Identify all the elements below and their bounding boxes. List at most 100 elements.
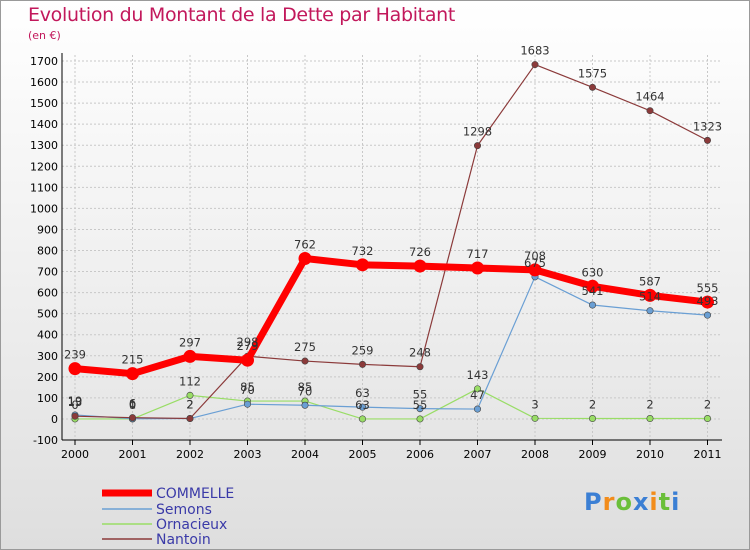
data-label-semons: 493 — [697, 294, 719, 308]
data-point-semons — [646, 307, 654, 315]
data-point-commelle — [183, 349, 197, 363]
data-point-nantoin — [301, 357, 309, 365]
data-label-commelle: 279 — [237, 339, 259, 353]
data-label-ornacieux: 2 — [704, 398, 711, 412]
data-point-commelle — [356, 258, 369, 272]
data-label-semons: 55 — [413, 388, 428, 402]
data-label-nantoin: 275 — [294, 340, 316, 354]
data-label-nantoin: 1298 — [463, 125, 492, 139]
data-label-semons: 19 — [68, 394, 83, 408]
data-point-ornacieux — [703, 415, 711, 423]
y-tick-label: 1300 — [30, 139, 58, 152]
data-point-commelle — [586, 279, 599, 293]
data-label-semons: 514 — [639, 290, 661, 304]
data-label-semons: 63 — [355, 386, 370, 400]
data-label-commelle: 555 — [697, 281, 719, 295]
data-label-commelle: 708 — [524, 249, 546, 263]
data-label-semons: 70 — [240, 383, 255, 397]
y-tick-label: 1000 — [30, 202, 58, 215]
y-tick-label: 100 — [37, 392, 58, 405]
data-point-nantoin — [473, 142, 481, 150]
data-label-commelle: 239 — [64, 348, 86, 362]
data-point-semons — [244, 400, 252, 408]
data-point-commelle — [298, 252, 312, 266]
data-point-semons — [473, 405, 481, 413]
data-point-commelle — [413, 259, 427, 273]
data-point-commelle — [471, 261, 484, 275]
chart-subtitle: (en €) — [28, 29, 61, 42]
y-tick-label: 0 — [51, 413, 58, 426]
data-label-nantoin: 6 — [129, 397, 136, 411]
data-point-semons — [301, 401, 309, 409]
x-tick-label: 2005 — [349, 448, 377, 461]
data-point-ornacieux — [531, 414, 539, 422]
y-tick-label: 1100 — [30, 181, 58, 194]
data-point-nantoin — [531, 61, 539, 69]
data-label-commelle: 215 — [122, 353, 144, 367]
y-tick-label: 1600 — [30, 76, 58, 89]
data-label-ornacieux: 143 — [467, 368, 489, 382]
data-point-nantoin — [416, 363, 424, 371]
data-point-semons — [588, 301, 596, 309]
data-label-semons: 541 — [582, 284, 604, 298]
data-point-nantoin — [703, 136, 711, 144]
data-label-nantoin: 248 — [409, 346, 431, 360]
data-label-ornacieux: 2 — [646, 398, 653, 412]
y-tick-label: -100 — [33, 434, 58, 447]
data-label-semons: 1 — [129, 398, 136, 412]
data-point-ornacieux — [416, 415, 424, 423]
x-tick-label: 2003 — [234, 448, 262, 461]
data-label-commelle: 717 — [467, 247, 489, 261]
data-label-nantoin: 298 — [237, 335, 259, 349]
data-label-semons: 675 — [524, 256, 546, 270]
data-label-commelle: 726 — [409, 245, 431, 259]
data-point-commelle — [701, 295, 714, 309]
data-label-nantoin: 13 — [68, 395, 83, 409]
data-point-nantoin — [186, 415, 194, 423]
data-label-ornacieux: 0 — [129, 398, 136, 412]
data-point-nantoin — [646, 107, 654, 115]
data-point-commelle — [528, 263, 542, 277]
data-label-nantoin: 1575 — [578, 66, 607, 80]
data-point-ornacieux — [186, 391, 194, 399]
data-point-commelle — [126, 367, 139, 381]
chart-title: Evolution du Montant de la Dette par Hab… — [28, 4, 456, 26]
data-label-semons: 2 — [186, 398, 193, 412]
x-tick-label: 2001 — [119, 448, 147, 461]
x-tick-label: 2011 — [694, 448, 722, 461]
x-tick-label: 2008 — [521, 448, 549, 461]
data-point-semons — [703, 311, 711, 319]
data-label-commelle: 630 — [582, 265, 604, 279]
y-tick-label: 300 — [37, 350, 58, 363]
series-line-nantoin — [74, 63, 708, 420]
data-label-ornacieux: 85 — [240, 380, 255, 394]
data-point-commelle — [241, 353, 254, 367]
data-label-ornacieux: 63 — [355, 398, 370, 412]
series-line-commelle — [74, 255, 708, 378]
legend-label-semons: Semons — [156, 502, 212, 518]
data-point-semons — [416, 405, 424, 413]
data-point-ornacieux — [588, 415, 596, 423]
data-label-ornacieux: 112 — [179, 374, 201, 388]
data-label-ornacieux: 2 — [589, 398, 596, 412]
x-tick-label: 2002 — [176, 448, 204, 461]
legend-label-commelle: COMMELLE — [156, 486, 234, 502]
y-tick-label: 800 — [37, 245, 58, 258]
y-tick-label: 1700 — [30, 55, 58, 68]
legend-label-ornacieux: Ornacieux — [156, 517, 227, 533]
data-point-ornacieux — [473, 385, 481, 393]
x-tick-label: 2010 — [636, 448, 664, 461]
x-tick-label: 2007 — [464, 448, 492, 461]
data-point-nantoin — [129, 414, 137, 422]
data-label-ornacieux: 3 — [531, 397, 538, 411]
series-line-ornacieux — [75, 388, 708, 420]
y-tick-label: 200 — [37, 371, 58, 384]
data-point-ornacieux — [646, 415, 654, 423]
data-label-ornacieux: 0 — [71, 398, 78, 412]
data-label-ornacieux: 85 — [298, 380, 313, 394]
data-label-semons: 47 — [470, 388, 485, 402]
y-tick-label: 1400 — [30, 118, 58, 131]
data-point-commelle — [68, 362, 82, 376]
